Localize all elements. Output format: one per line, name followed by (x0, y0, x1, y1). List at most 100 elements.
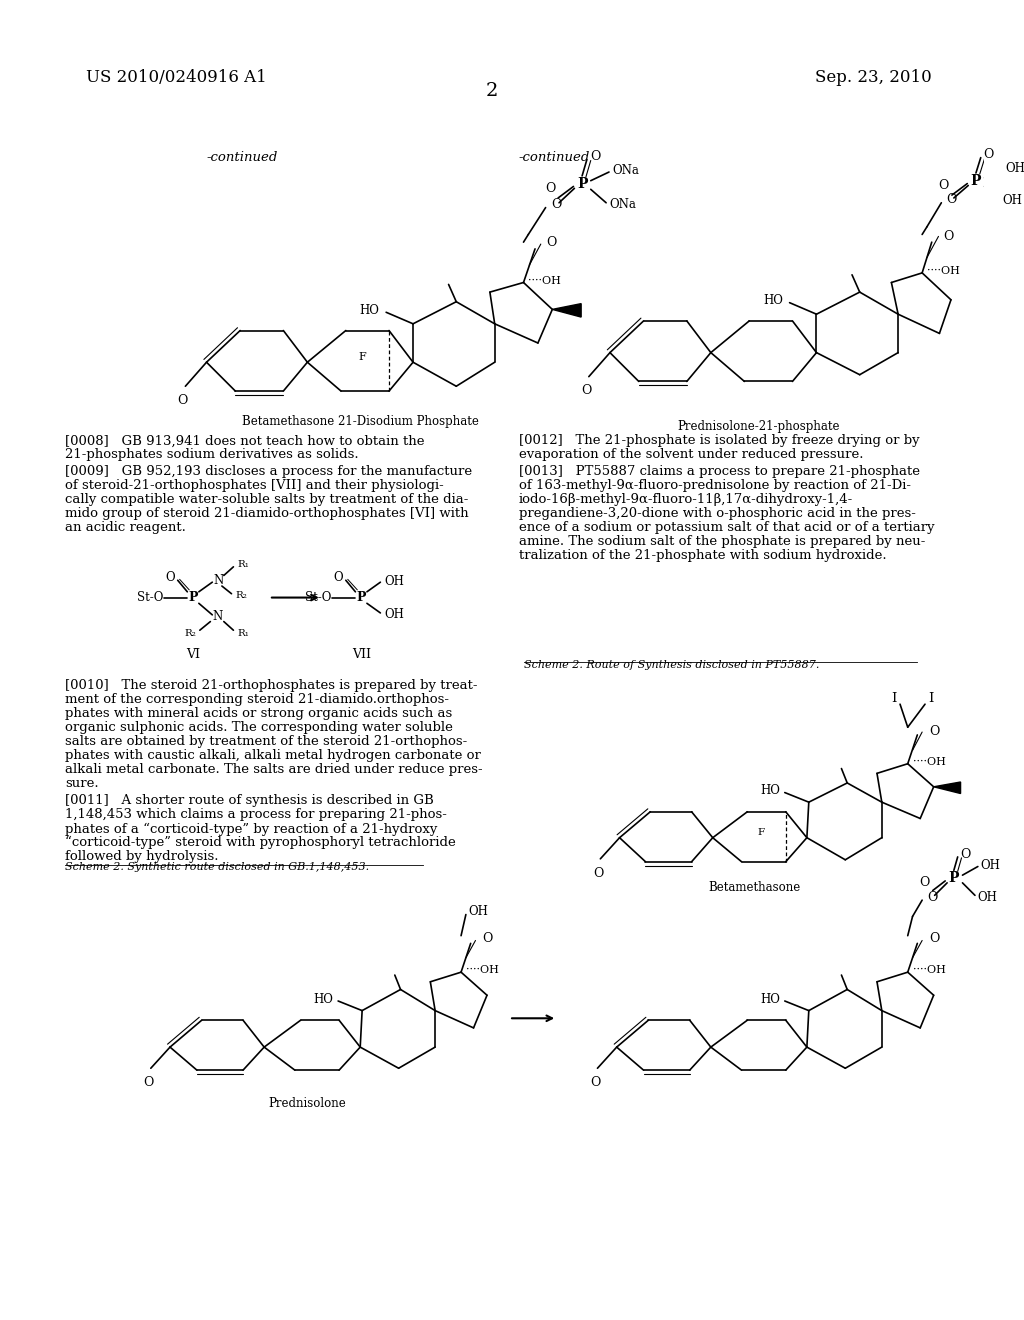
Text: ment of the corresponding steroid 21-diamido.orthophos-: ment of the corresponding steroid 21-dia… (66, 693, 450, 706)
Text: O: O (591, 1076, 601, 1089)
Text: Prednisolone: Prednisolone (268, 1097, 346, 1110)
Text: O: O (927, 891, 937, 904)
Text: ····OH: ····OH (912, 965, 945, 975)
Text: [0011]   A shorter route of synthesis is described in GB: [0011] A shorter route of synthesis is d… (66, 795, 434, 808)
Text: US 2010/0240916 A1: US 2010/0240916 A1 (86, 69, 267, 86)
Text: O: O (551, 198, 562, 211)
Text: -continued: -continued (207, 150, 278, 164)
Text: pregandiene-3,20-dione with o-phosphoric acid in the pres-: pregandiene-3,20-dione with o-phosphoric… (519, 507, 915, 520)
Text: VI: VI (186, 648, 200, 660)
Text: P: P (356, 591, 366, 605)
Text: sure.: sure. (66, 776, 99, 789)
Text: Sep. 23, 2010: Sep. 23, 2010 (815, 69, 932, 86)
Text: O: O (177, 393, 187, 407)
Text: R₁: R₁ (238, 628, 249, 638)
Text: ONa: ONa (609, 198, 636, 211)
Text: an acidic reagent.: an acidic reagent. (66, 520, 186, 533)
Text: OH: OH (978, 891, 997, 904)
Text: phates with caustic alkali, alkali metal hydrogen carbonate or: phates with caustic alkali, alkali metal… (66, 748, 481, 762)
Text: P: P (577, 177, 588, 190)
Text: -continued: -continued (519, 150, 590, 164)
Text: ····OH: ····OH (528, 276, 561, 285)
Text: O: O (920, 876, 930, 890)
Text: OH: OH (384, 609, 404, 622)
Text: Betamethasone: Betamethasone (708, 880, 800, 894)
Text: tralization of the 21-phosphate with sodium hydroxide.: tralization of the 21-phosphate with sod… (519, 549, 887, 561)
Text: Prednisolone-21-phosphate: Prednisolone-21-phosphate (678, 420, 840, 433)
Text: O: O (545, 182, 555, 195)
Text: alkali metal carbonate. The salts are dried under reduce pres-: alkali metal carbonate. The salts are dr… (66, 763, 483, 776)
Text: O: O (581, 384, 591, 397)
Polygon shape (934, 781, 961, 793)
Text: O: O (943, 230, 953, 243)
Text: F: F (757, 829, 764, 837)
Text: iodo-16β-methyl-9α-fluoro-11β,17α-dihydroxy-1,4-: iodo-16β-methyl-9α-fluoro-11β,17α-dihydr… (519, 492, 853, 506)
Text: HO: HO (359, 304, 380, 317)
Polygon shape (552, 304, 582, 317)
Text: I: I (928, 692, 934, 705)
Text: VII: VII (351, 648, 371, 660)
Text: HO: HO (760, 993, 780, 1006)
Text: P: P (948, 871, 959, 884)
Text: phates with mineral acids or strong organic acids such as: phates with mineral acids or strong orga… (66, 708, 453, 721)
Text: salts are obtained by treatment of the steroid 21-orthophos-: salts are obtained by treatment of the s… (66, 735, 468, 748)
Text: O: O (143, 1076, 154, 1089)
Text: Scheme 2. Synthetic route disclosed in GB.1,148,453.: Scheme 2. Synthetic route disclosed in G… (66, 862, 370, 871)
Text: of 163-methyl-9α-fluoro-prednisolone by reaction of 21-Di-: of 163-methyl-9α-fluoro-prednisolone by … (519, 479, 910, 492)
Text: [0009]   GB 952,193 discloses a process for the manufacture: [0009] GB 952,193 discloses a process fo… (66, 465, 472, 478)
Text: “corticoid-type” steroid with pyrophosphoryl tetrachloride: “corticoid-type” steroid with pyrophosph… (66, 837, 456, 850)
Text: Scheme 2. Route of Synthesis disclosed in PT55887.: Scheme 2. Route of Synthesis disclosed i… (523, 660, 819, 671)
Text: F: F (358, 352, 366, 363)
Text: O: O (929, 725, 939, 738)
Text: O: O (961, 847, 971, 861)
Text: phates of a “corticoid-type” by reaction of a 21-hydroxy: phates of a “corticoid-type” by reaction… (66, 822, 437, 836)
Text: ····OH: ····OH (466, 965, 499, 975)
Text: I: I (892, 692, 897, 705)
Text: R₁: R₁ (238, 561, 249, 569)
Text: O: O (590, 150, 600, 164)
Text: evaporation of the solvent under reduced pressure.: evaporation of the solvent under reduced… (519, 449, 863, 461)
Text: O: O (165, 570, 175, 583)
Text: [0010]   The steroid 21-orthophosphates is prepared by treat-: [0010] The steroid 21-orthophosphates is… (66, 680, 478, 692)
Text: O: O (946, 194, 956, 206)
Text: 1,148,453 which claims a process for preparing 21-phos-: 1,148,453 which claims a process for pre… (66, 808, 447, 821)
Text: O: O (939, 180, 949, 191)
Text: OH: OH (384, 574, 404, 587)
Text: followed by hydrolysis.: followed by hydrolysis. (66, 850, 219, 863)
Text: OH: OH (981, 859, 1000, 873)
Text: O: O (482, 932, 493, 945)
Text: OH: OH (469, 906, 488, 919)
Text: N: N (212, 610, 222, 623)
Text: OH: OH (1002, 194, 1023, 207)
Text: of steroid-21-orthophosphates [VII] and their physiologi-: of steroid-21-orthophosphates [VII] and … (66, 479, 444, 492)
Text: cally compatible water-soluble salts by treatment of the dia-: cally compatible water-soluble salts by … (66, 492, 469, 506)
Text: St-O: St-O (305, 591, 332, 605)
Text: N: N (213, 574, 223, 587)
Text: R₂: R₂ (236, 591, 247, 601)
Text: HO: HO (313, 993, 334, 1006)
Text: ····OH: ····OH (912, 756, 945, 767)
Text: P: P (188, 591, 198, 605)
Text: O: O (984, 148, 994, 161)
Text: O: O (929, 932, 939, 945)
Text: OH: OH (1006, 161, 1024, 174)
Text: HO: HO (760, 784, 780, 797)
Text: P: P (971, 174, 981, 187)
Text: O: O (547, 236, 557, 248)
Text: HO: HO (763, 294, 783, 308)
Text: [0012]   The 21-phosphate is isolated by freeze drying or by: [0012] The 21-phosphate is isolated by f… (519, 434, 920, 447)
Text: 21-phosphates sodium derivatives as solids.: 21-phosphates sodium derivatives as soli… (66, 449, 359, 461)
Text: Betamethasone 21-Disodium Phosphate: Betamethasone 21-Disodium Phosphate (242, 414, 478, 428)
Text: ····OH: ····OH (927, 265, 959, 276)
Text: 2: 2 (485, 82, 498, 100)
Text: O: O (593, 866, 603, 879)
Text: mido group of steroid 21-diamido-orthophosphates [VI] with: mido group of steroid 21-diamido-orthoph… (66, 507, 469, 520)
Text: amine. The sodium salt of the phosphate is prepared by neu-: amine. The sodium salt of the phosphate … (519, 535, 925, 548)
Text: organic sulphonic acids. The corresponding water soluble: organic sulphonic acids. The correspondi… (66, 721, 454, 734)
Text: O: O (333, 570, 343, 583)
Text: [0013]   PT55887 claims a process to prepare 21-phosphate: [0013] PT55887 claims a process to prepa… (519, 465, 920, 478)
Text: St-O: St-O (137, 591, 163, 605)
Text: ence of a sodium or potassium salt of that acid or of a tertiary: ence of a sodium or potassium salt of th… (519, 520, 934, 533)
Text: [0008]   GB 913,941 does not teach how to obtain the: [0008] GB 913,941 does not teach how to … (66, 434, 425, 447)
Text: R₂: R₂ (184, 628, 196, 638)
